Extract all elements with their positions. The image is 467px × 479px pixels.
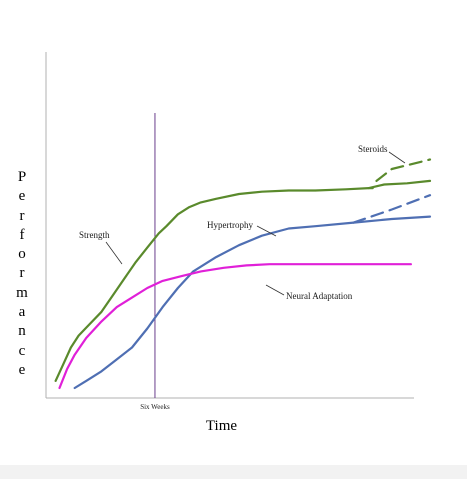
series-lines [54,158,432,390]
leader-line-steroids [388,151,406,164]
series-line-steroids [375,158,432,182]
series-labels: Strength Steroids Hypertrophy Neural Adapta… [79,144,406,301]
leader-line-hypertrophy [256,225,277,237]
series-line-hypertrophy [73,215,432,390]
marker-lines: Six Weeks [140,113,170,411]
series-label-neural-adaptation: Neural Adaptation [286,291,353,301]
series-line-strength-steroids [367,179,432,190]
leader-line-neural-adaptation [265,284,285,296]
series-line-strength [54,187,374,382]
leader-line-strength [105,241,123,265]
series-label-steroids: Steroids [358,144,388,154]
series-line-hypertrophy-steroids [352,194,432,224]
axes [45,52,414,399]
marker-label-0: Six Weeks [140,403,170,411]
x-axis-label: Time [205,418,238,434]
series-label-hypertrophy: Hypertrophy [207,220,253,230]
bottom-strip [0,465,467,479]
series-line-neural-adaptation [58,263,412,390]
series-label-strength: Strength [79,230,110,240]
y-axis-label: P e r f o r m a n c e [16,169,28,378]
